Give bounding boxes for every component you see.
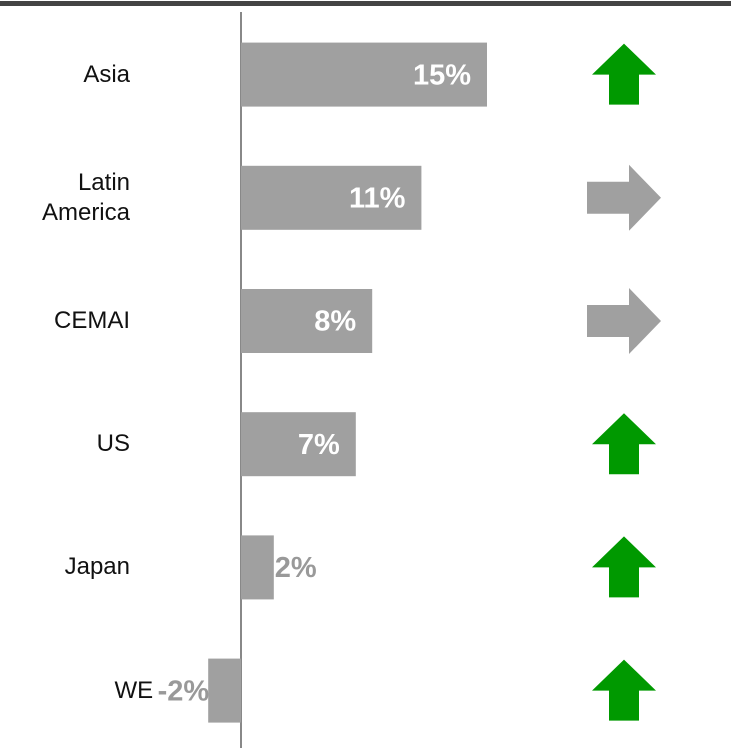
category-label: Japan bbox=[64, 553, 130, 581]
trend-arrow bbox=[587, 288, 661, 354]
bar bbox=[241, 535, 274, 600]
category-label: Asia bbox=[83, 60, 130, 88]
trend-arrow bbox=[592, 659, 656, 721]
trend-arrow bbox=[592, 536, 656, 598]
category-label: Latin America bbox=[41, 168, 130, 226]
value-label: 11% bbox=[349, 182, 406, 214]
value-label: 2% bbox=[275, 552, 317, 584]
trend-arrow bbox=[592, 43, 656, 105]
value-label: -2% bbox=[158, 675, 210, 707]
value-label: 15% bbox=[413, 59, 471, 91]
category-label: WE bbox=[114, 676, 154, 704]
value-label: 8% bbox=[314, 306, 356, 338]
trend-arrow bbox=[592, 413, 656, 475]
category-label: CEMAI bbox=[53, 307, 130, 334]
value-label: 7% bbox=[298, 429, 340, 461]
bar bbox=[241, 412, 356, 477]
trend-arrow bbox=[587, 164, 661, 231]
category-label: US bbox=[96, 430, 130, 458]
top-rule bbox=[0, 1, 731, 6]
bar bbox=[241, 165, 422, 230]
bar bbox=[241, 289, 373, 353]
bar bbox=[208, 658, 241, 723]
bar bbox=[241, 42, 487, 107]
